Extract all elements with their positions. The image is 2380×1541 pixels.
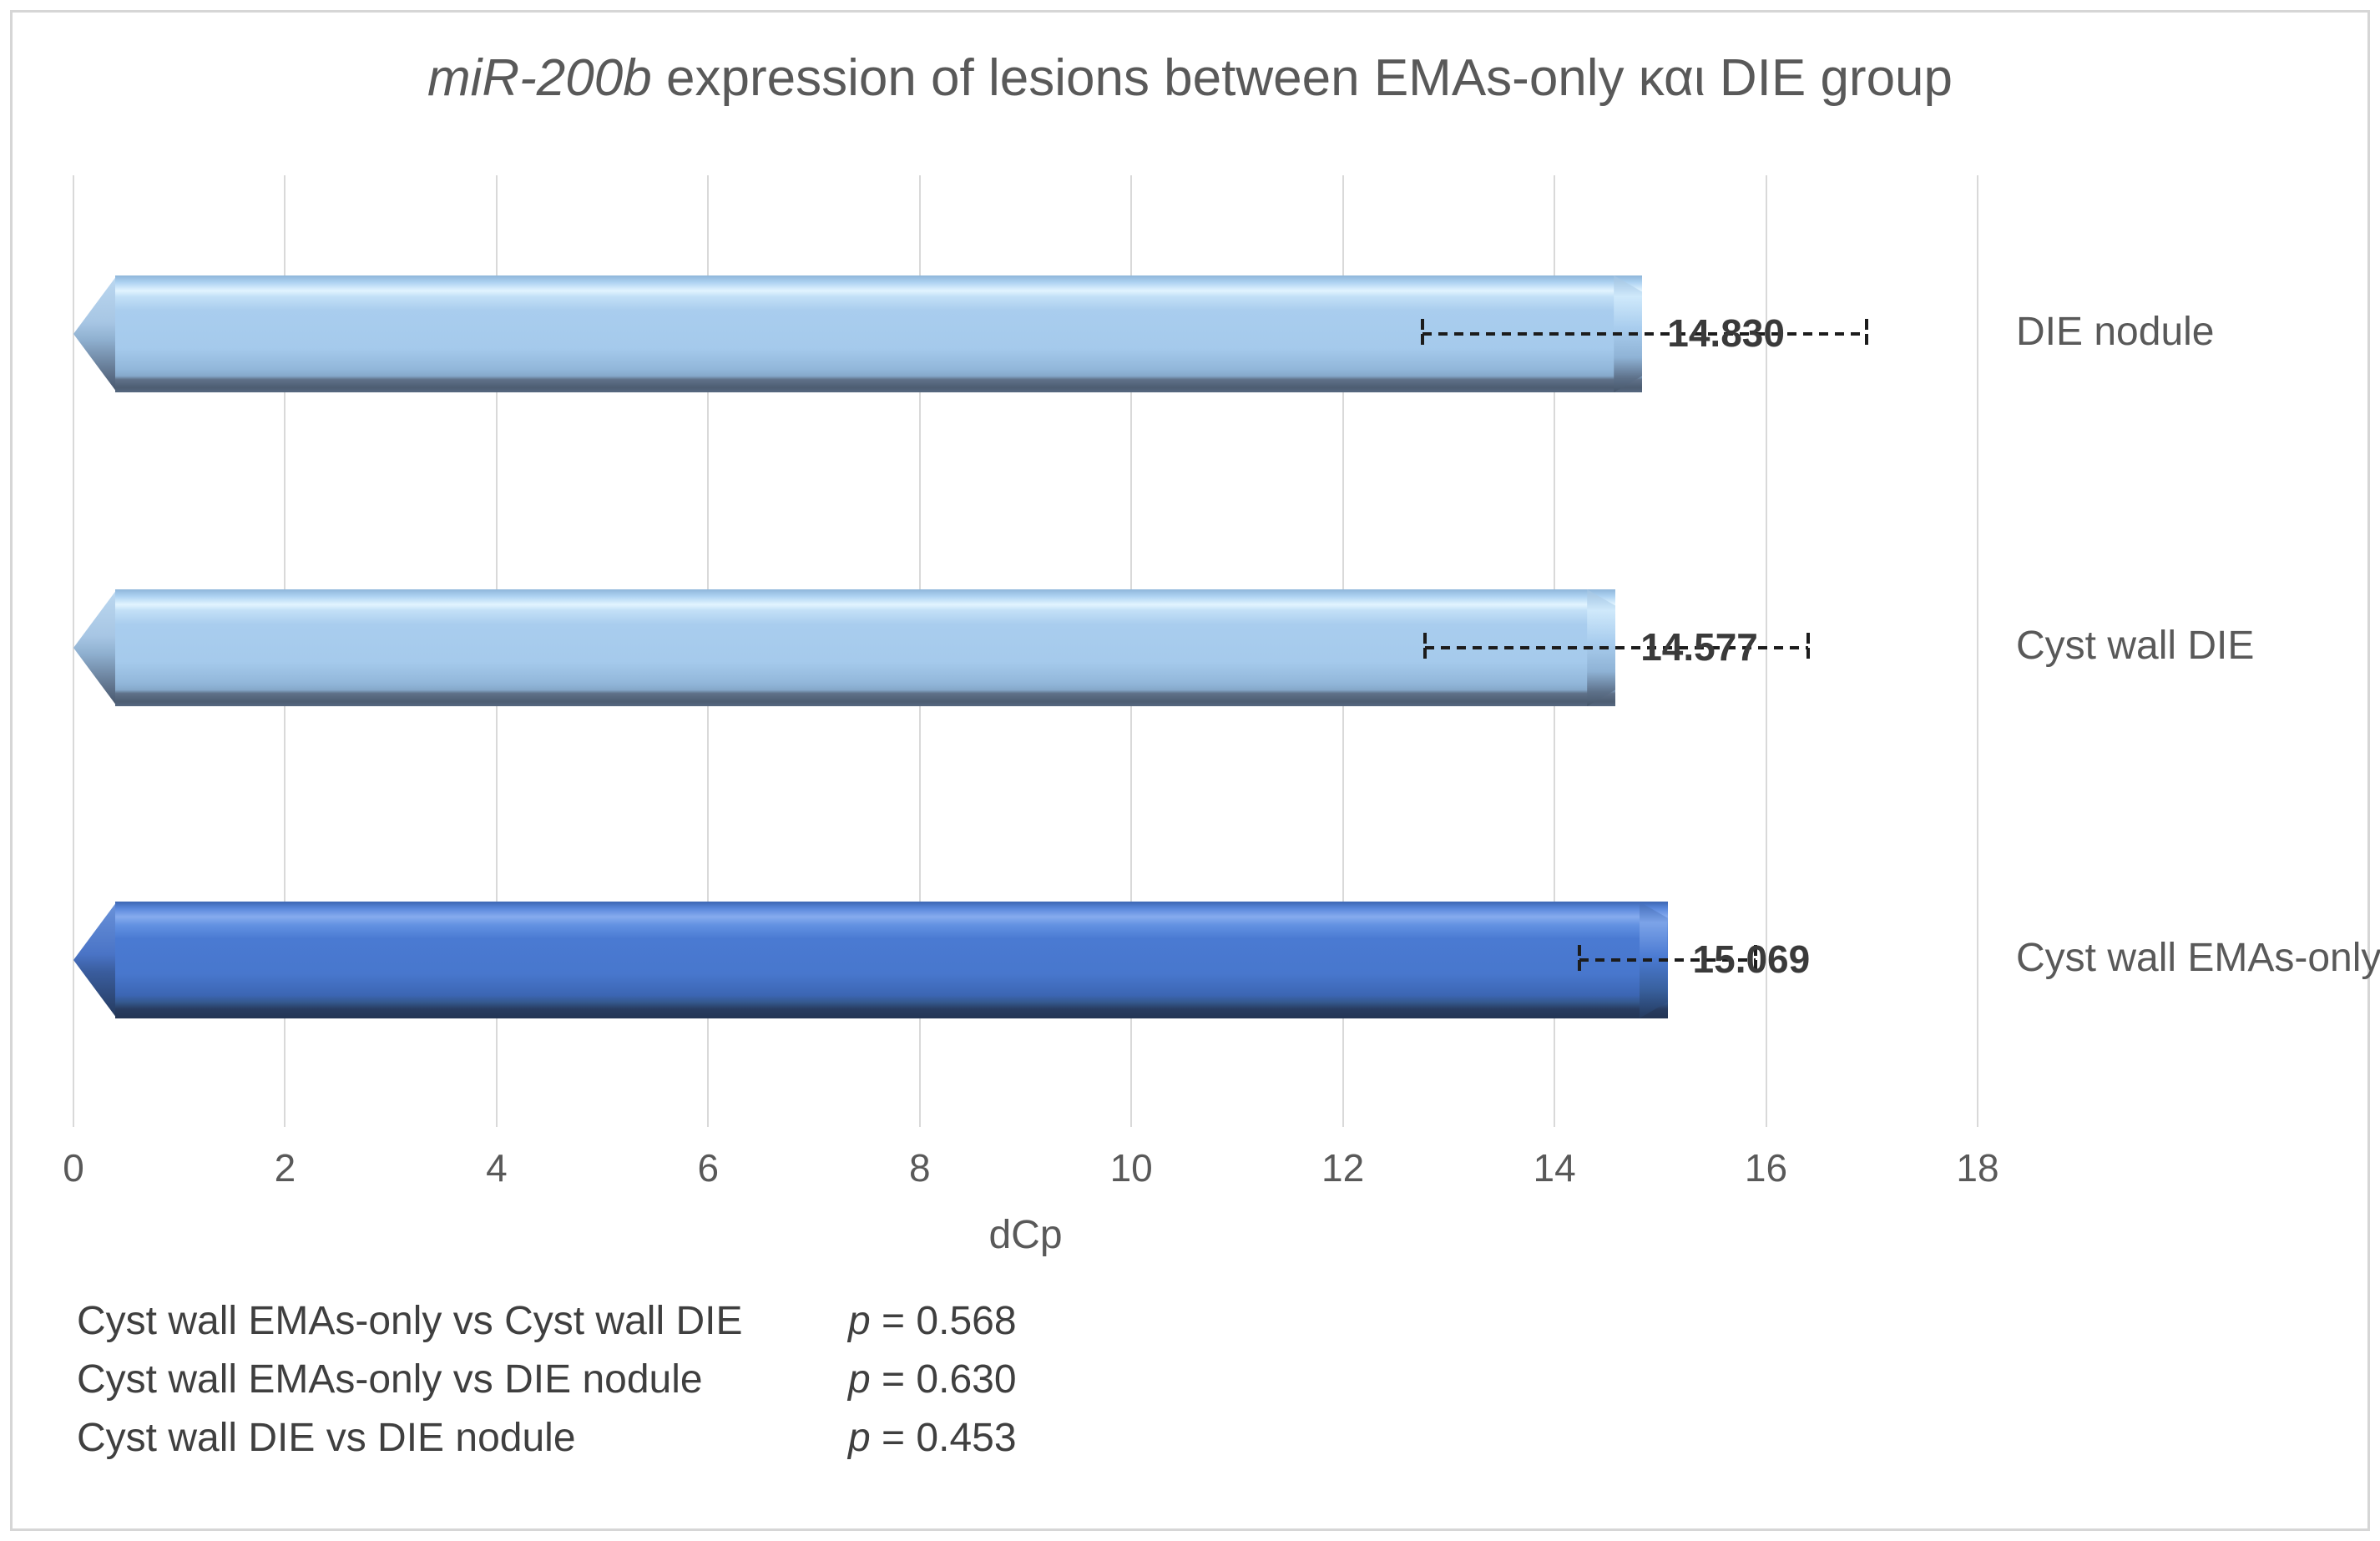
bar-body <box>115 275 1643 392</box>
x-tick-label: 16 <box>1744 1146 1788 1190</box>
error-bar-cap-left <box>1423 633 1427 663</box>
error-bar-cap-left <box>1420 319 1424 349</box>
p-value: p = 0.568 <box>848 1299 1017 1343</box>
value-label: 15.069 <box>1692 937 1811 981</box>
x-axis-title: dCp <box>988 1213 1063 1257</box>
error-bar-cap-right <box>1753 945 1757 975</box>
x-tick-label: 12 <box>1321 1146 1365 1190</box>
p-value-annotations: Cyst wall EMAs-only vs Cyst wall DIE p =… <box>77 1292 1017 1468</box>
bar-left-bevel <box>73 275 117 392</box>
p-value-row: Cyst wall EMAs-only vs DIE nodule p = 0.… <box>77 1351 1017 1409</box>
comparison-label: Cyst wall EMAs-only vs Cyst wall DIE <box>77 1299 743 1343</box>
bar-body <box>115 589 1616 706</box>
x-tick-label: 6 <box>697 1146 720 1190</box>
comparison-label: Cyst wall DIE vs DIE nodule <box>77 1416 576 1460</box>
bar-die-nodule <box>73 275 1643 392</box>
category-label-cyst-wall-emas-only: Cyst wall EMAs-only <box>2016 936 2380 980</box>
bar-left-bevel <box>73 902 117 1018</box>
x-tick-label: 2 <box>274 1146 296 1190</box>
p-value: p = 0.630 <box>848 1357 1017 1402</box>
category-label-cyst-wall-die: Cyst wall DIE <box>2016 624 2255 668</box>
x-tick-label: 14 <box>1533 1146 1576 1190</box>
x-tick-label: 10 <box>1109 1146 1153 1190</box>
x-tick-label: 8 <box>908 1146 931 1190</box>
error-bar-line <box>1425 646 1809 649</box>
bar-cyst-wall-die <box>73 589 1616 706</box>
bar-left-bevel <box>73 589 117 706</box>
x-tick-label: 4 <box>486 1146 508 1190</box>
chart-title-rest: expression of lesions between EMAs-only … <box>651 49 1953 107</box>
p-value-row: Cyst wall EMAs-only vs Cyst wall DIE p =… <box>77 1292 1017 1351</box>
gridline <box>1765 175 1767 1127</box>
error-bar-cap-left <box>1578 945 1582 975</box>
x-tick-label: 18 <box>1956 1146 1999 1190</box>
chart-title-gene: miR-200b <box>427 49 652 107</box>
bar-body <box>115 902 1668 1018</box>
x-tick-label: 0 <box>63 1146 84 1190</box>
comparison-label: Cyst wall EMAs-only vs DIE nodule <box>77 1357 703 1402</box>
gridline <box>73 175 74 1127</box>
chart-frame <box>10 10 2370 1531</box>
bar-cyst-wall-emas-only <box>73 902 1668 1018</box>
error-bar-line <box>1579 958 1756 962</box>
gridline <box>1976 175 1978 1127</box>
p-value-row: Cyst wall DIE vs DIE nodule p = 0.453 <box>77 1409 1017 1468</box>
category-label-die-nodule: DIE nodule <box>2016 310 2215 354</box>
chart-title: miR-200b expression of lesions between E… <box>0 48 2380 108</box>
value-label: 14.577 <box>1640 625 1758 669</box>
error-bar-cap-right <box>1806 633 1811 663</box>
error-bar-line <box>1422 332 1867 336</box>
p-value: p = 0.453 <box>848 1416 1017 1460</box>
error-bar-cap-right <box>1864 319 1868 349</box>
value-label: 14.830 <box>1667 311 1785 355</box>
